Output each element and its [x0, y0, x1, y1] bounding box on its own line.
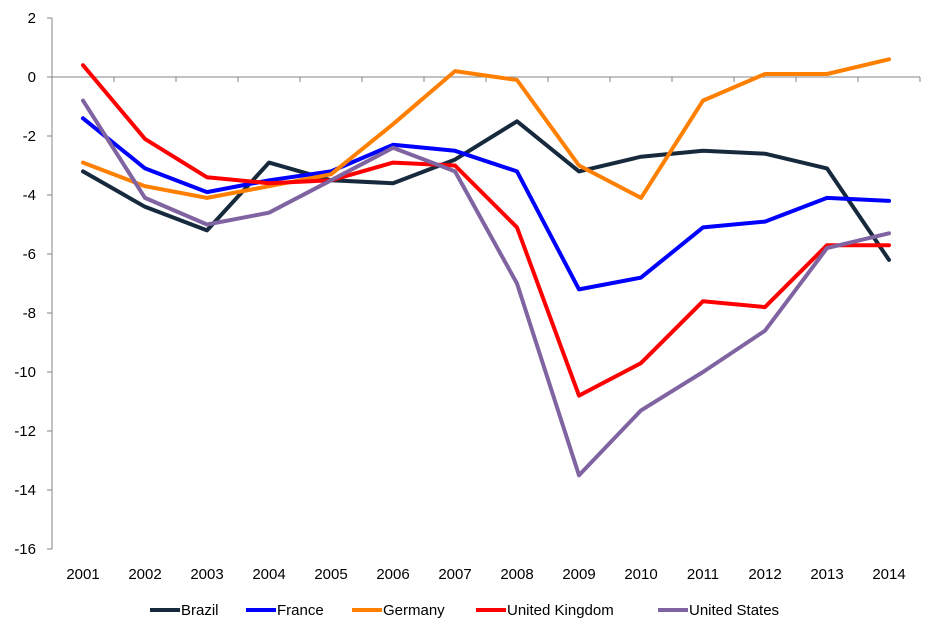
y-tick-label: -14: [14, 482, 36, 499]
x-tick-label: 2002: [128, 566, 161, 583]
series-line-united-kingdom: [81, 63, 891, 398]
x-tick-label: 2013: [810, 566, 843, 583]
legend-label-brazil: Brazil: [181, 602, 219, 619]
y-tick-label: -12: [14, 423, 36, 440]
series-line-brazil: [81, 119, 891, 262]
y-tick-label: -16: [14, 541, 36, 558]
legend-label-france: France: [277, 602, 324, 619]
y-tick-label: -8: [23, 305, 36, 322]
x-tick-label: 2007: [438, 566, 471, 583]
series-line-france: [81, 116, 891, 292]
legend: Brazil France Germany United Kingdom United …: [150, 602, 779, 619]
y-tick-label: -4: [23, 187, 36, 204]
x-tick-label: 2005: [314, 566, 347, 583]
y-tick-label: 2: [28, 10, 36, 27]
axes: 2 0 -2 -4 -6 -8 -10 -12 -14 -16 2001 2002 2003 2004 20…: [14, 10, 921, 583]
x-tick-label: 2009: [562, 566, 595, 583]
legend-label-united-kingdom: United Kingdom: [507, 602, 614, 619]
x-tick-label: 2001: [66, 566, 99, 583]
y-tick-label: -6: [23, 246, 36, 263]
legend-label-united-states: United States: [689, 602, 779, 619]
y-tick-label: 0: [28, 69, 36, 86]
series-line-germany: [81, 57, 891, 200]
x-tick-label: 2010: [624, 566, 657, 583]
legend-label-germany: Germany: [383, 602, 445, 619]
x-tick-label: 2003: [190, 566, 223, 583]
x-tick-label: 2014: [872, 566, 905, 583]
series-lines: [81, 57, 891, 478]
y-tick-label: -2: [23, 128, 36, 145]
x-tick-label: 2011: [687, 566, 719, 583]
x-tick-label: 2006: [376, 566, 409, 583]
series-line-united-states: [81, 98, 891, 478]
y-tick-label: -10: [14, 364, 36, 381]
x-tick-label: 2012: [748, 566, 781, 583]
x-tick-label: 2004: [252, 566, 285, 583]
x-tick-label: 2008: [500, 566, 533, 583]
